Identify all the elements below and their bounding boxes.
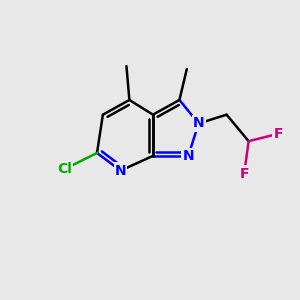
- Text: Cl: Cl: [57, 162, 72, 176]
- Text: F: F: [239, 167, 249, 181]
- Text: N: N: [115, 164, 126, 178]
- Text: F: F: [273, 127, 283, 141]
- Text: N: N: [182, 149, 194, 163]
- Text: N: N: [193, 116, 204, 130]
